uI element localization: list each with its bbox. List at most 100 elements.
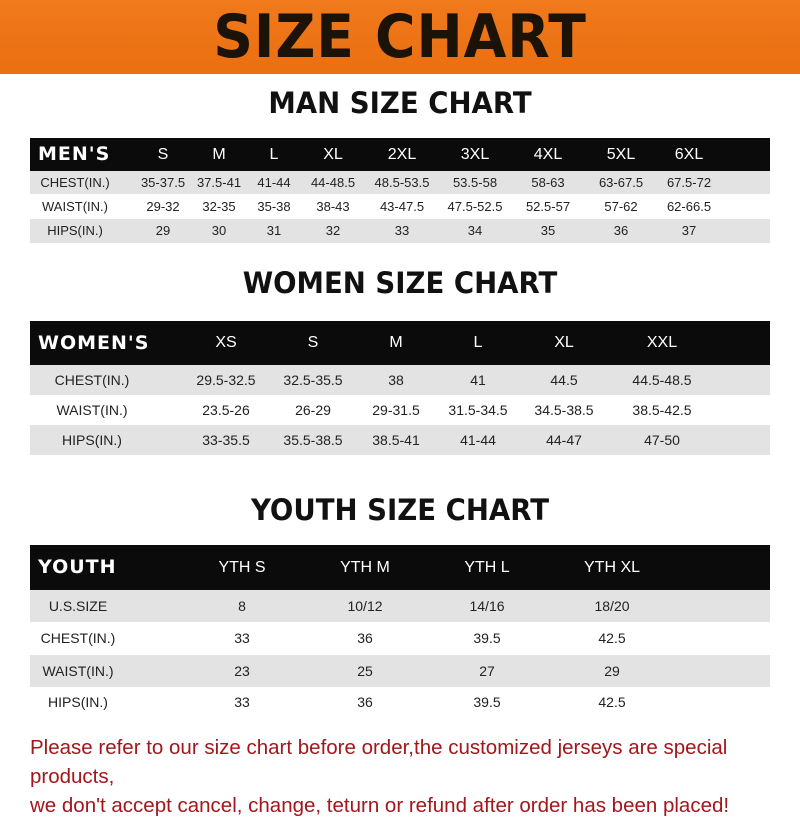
men-title: MAN SIZE CHART bbox=[268, 86, 532, 120]
measurement-cell: 29.5-32.5 bbox=[196, 372, 256, 388]
measurement-cell: 52.5-57 bbox=[525, 199, 571, 214]
measurement-cell: 14/16 bbox=[469, 598, 505, 614]
measurement-cell: 33 bbox=[234, 694, 250, 710]
row-label: HIPS(IN.) bbox=[62, 432, 122, 448]
measurement-cell: 44-47 bbox=[546, 432, 582, 448]
measurement-cell: 31 bbox=[266, 223, 282, 238]
measurement-cell: 36 bbox=[613, 223, 629, 238]
banner: SIZE CHART bbox=[0, 0, 800, 74]
measurement-cell: 37.5-41 bbox=[196, 175, 242, 190]
measurement-cell: 23.5-26 bbox=[202, 402, 250, 418]
row-label: WAIST(IN.) bbox=[56, 402, 128, 418]
measurement-cell: 43-47.5 bbox=[379, 199, 425, 214]
measurement-cell: 35-37.5 bbox=[140, 175, 186, 190]
size-header: YTH L bbox=[464, 559, 510, 576]
measurement-cell: 44.5-48.5 bbox=[632, 372, 692, 388]
size-header: 6XL bbox=[674, 146, 704, 163]
size-header: YTH M bbox=[340, 559, 390, 576]
measurement-cell: 39.5 bbox=[473, 694, 501, 710]
size-header: S bbox=[157, 146, 169, 163]
measurement-cell: 10/12 bbox=[347, 598, 383, 614]
table-row: HIPS(IN.) 33-35.5 35.5-38.5 38.5-41 41-44 44-… bbox=[30, 425, 770, 455]
measurement-cell: 58-63 bbox=[531, 175, 565, 190]
youth-title: YOUTH SIZE CHART bbox=[250, 493, 550, 527]
measurement-cell: 57-62 bbox=[604, 199, 638, 214]
table-row: HIPS(IN.) 33 36 39.5 42.5 bbox=[30, 687, 770, 718]
measurement-cell: 53.5-58 bbox=[452, 175, 498, 190]
measurement-cell: 36 bbox=[357, 630, 373, 646]
size-header: YTH S bbox=[218, 559, 266, 576]
banner-title: SIZE CHART bbox=[213, 2, 587, 72]
size-header: L bbox=[269, 146, 279, 163]
size-header: S bbox=[307, 334, 319, 351]
table-row: WAIST(IN.) 29-32 32-35 35-38 38-43 43-47.5 47.… bbox=[30, 194, 770, 219]
notice-line-2: we don't accept cancel, change, teturn o… bbox=[30, 794, 730, 817]
size-header: XXL bbox=[646, 334, 678, 351]
row-label: CHEST(IN.) bbox=[40, 175, 110, 190]
table-header-label: MEN'S bbox=[38, 143, 111, 165]
size-header: 5XL bbox=[606, 146, 636, 163]
measurement-cell: 18/20 bbox=[594, 598, 630, 614]
order-notice: Please refer to our size chart before or… bbox=[30, 733, 790, 820]
measurement-cell: 35-38 bbox=[257, 199, 291, 214]
notice-line-1: Please refer to our size chart before or… bbox=[30, 736, 728, 788]
measurement-cell: 39.5 bbox=[473, 630, 501, 646]
women-title: WOMEN SIZE CHART bbox=[242, 266, 558, 300]
table-header-row: YOUTH YTH S YTH M YTH L YTH XL bbox=[30, 545, 770, 590]
measurement-cell: 33 bbox=[234, 630, 250, 646]
measurement-cell: 47-50 bbox=[644, 432, 680, 448]
table-header-label: YOUTH bbox=[38, 556, 117, 578]
measurement-cell: 67.5-72 bbox=[666, 175, 712, 190]
size-header: 4XL bbox=[533, 146, 563, 163]
table-header-row: WOMEN'S XS S M L XL XXL bbox=[30, 321, 770, 365]
measurement-cell: 8 bbox=[238, 598, 246, 614]
measurement-cell: 48.5-53.5 bbox=[374, 175, 430, 190]
measurement-cell: 32-35 bbox=[202, 199, 236, 214]
measurement-cell: 62-66.5 bbox=[666, 199, 712, 214]
measurement-cell: 27 bbox=[479, 663, 495, 679]
size-header: XL bbox=[323, 146, 343, 163]
measurement-cell: 38.5-41 bbox=[372, 432, 420, 448]
table-row: CHEST(IN.) 33 36 39.5 42.5 bbox=[30, 622, 770, 655]
measurement-cell: 35 bbox=[540, 223, 556, 238]
measurement-cell: 44.5 bbox=[550, 372, 578, 388]
measurement-cell: 25 bbox=[357, 663, 373, 679]
row-label: WAIST(IN.) bbox=[42, 199, 108, 214]
measurement-cell: 35.5-38.5 bbox=[283, 432, 343, 448]
size-header: M bbox=[212, 146, 226, 163]
table-row: WAIST(IN.) 23 25 27 29 bbox=[30, 655, 770, 687]
measurement-cell: 38.5-42.5 bbox=[632, 402, 692, 418]
measurement-cell: 38-43 bbox=[316, 199, 350, 214]
row-label: HIPS(IN.) bbox=[47, 223, 103, 238]
measurement-cell: 30 bbox=[211, 223, 227, 238]
measurement-cell: 33 bbox=[394, 223, 410, 238]
measurement-cell: 41 bbox=[470, 372, 486, 388]
women-size-table: WOMEN'S XS S M L XL XXL CHEST(IN.) 29.5-32.5 32.5… bbox=[30, 321, 770, 455]
measurement-cell: 29 bbox=[604, 663, 620, 679]
size-header: L bbox=[473, 334, 483, 351]
measurement-cell: 29 bbox=[155, 223, 171, 238]
table-row: CHEST(IN.) 35-37.5 37.5-41 41-44 44-48.5 48.5… bbox=[30, 171, 770, 194]
size-header: 3XL bbox=[460, 146, 490, 163]
measurement-cell: 63-67.5 bbox=[598, 175, 644, 190]
measurement-cell: 23 bbox=[234, 663, 250, 679]
table-row: HIPS(IN.) 29 30 31 32 33 34 35 36 37 bbox=[30, 219, 770, 243]
measurement-cell: 26-29 bbox=[295, 402, 331, 418]
row-label: WAIST(IN.) bbox=[42, 663, 114, 679]
measurement-cell: 34 bbox=[467, 223, 483, 238]
youth-size-table: YOUTH YTH S YTH M YTH L YTH XL U.S.SIZE 8 10/12… bbox=[30, 545, 770, 718]
row-label: CHEST(IN.) bbox=[40, 630, 116, 646]
measurement-cell: 38 bbox=[388, 372, 404, 388]
measurement-cell: 34.5-38.5 bbox=[534, 402, 594, 418]
men-size-table: MEN'S S M L XL 2XL 3XL 4XL 5XL 6XL CHEST(IN.) 35-37… bbox=[30, 138, 770, 243]
measurement-cell: 32.5-35.5 bbox=[283, 372, 343, 388]
row-label: U.S.SIZE bbox=[48, 598, 108, 614]
measurement-cell: 41-44 bbox=[460, 432, 496, 448]
measurement-cell: 31.5-34.5 bbox=[448, 402, 508, 418]
measurement-cell: 37 bbox=[681, 223, 697, 238]
size-header: 2XL bbox=[387, 146, 417, 163]
measurement-cell: 36 bbox=[357, 694, 373, 710]
measurement-cell: 32 bbox=[325, 223, 341, 238]
size-header: M bbox=[389, 334, 403, 351]
table-row: CHEST(IN.) 29.5-32.5 32.5-35.5 38 41 44.5 44.5… bbox=[30, 365, 770, 395]
